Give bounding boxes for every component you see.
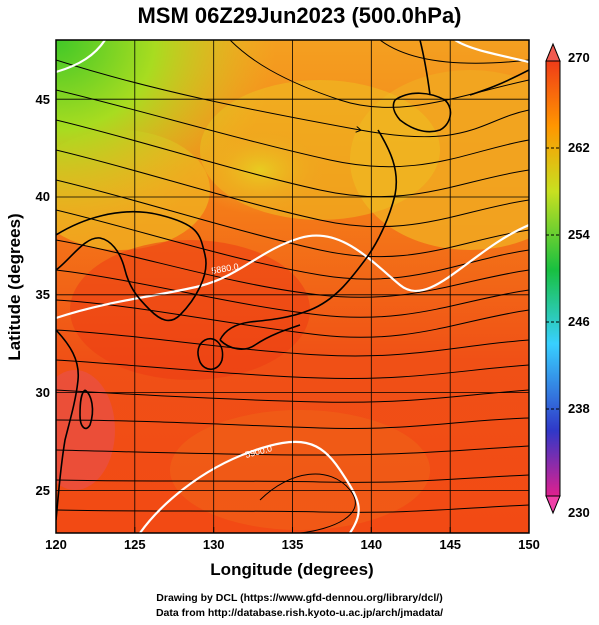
credit-line-data: Data from http://database.rish.kyoto-u.a…	[155, 607, 444, 619]
lat-lon-grid	[56, 40, 529, 533]
x-tick-label: 135	[282, 537, 304, 552]
x-tick-label: 130	[203, 537, 225, 552]
x-tick-label: 125	[124, 537, 146, 552]
colorbar-tick-label: 270	[568, 50, 590, 65]
colorbar-tick-label: 262	[568, 140, 590, 155]
x-tick-label: 150	[518, 537, 540, 552]
map-title: MSM 06Z29Jun2023 (500.0hPa)	[137, 3, 462, 28]
colorbar-gradient	[545, 60, 561, 497]
y-axis-label: Latitude (degrees)	[5, 213, 24, 360]
y-tick-label: 25	[36, 483, 50, 498]
colorbar-tick-label: 254	[568, 227, 590, 242]
colorbar-bottom-triangle	[545, 495, 561, 515]
colorbar-tick-label: 230	[568, 505, 590, 520]
contour-label-5880: 5880.0	[211, 261, 240, 276]
x-tick-marks	[55, 527, 530, 533]
y-tick-labels: 25 30 35 40 45	[36, 92, 50, 498]
x-axis-label: Longitude (degrees)	[210, 560, 373, 579]
colorbar-tick-label: 238	[568, 401, 590, 416]
colorbar: 270 262 254 246 238 230	[545, 42, 590, 520]
coastlines	[56, 40, 529, 521]
y-tick-label: 45	[36, 92, 50, 107]
temperature-field	[56, 40, 529, 533]
x-tick-label: 120	[45, 537, 67, 552]
credits: Drawing by DCL (https://www.gfd-dennou.o…	[0, 591, 599, 621]
x-tick-label: 140	[360, 537, 382, 552]
y-tick-label: 30	[36, 385, 50, 400]
x-tick-label: 145	[439, 537, 461, 552]
x-tick-labels: 120 125 130 135 140 145 150	[45, 537, 540, 552]
y-tick-label: 35	[36, 287, 50, 302]
y-tick-label: 40	[36, 189, 50, 204]
colorbar-tick-label: 246	[568, 314, 590, 329]
credit-line-dcl: Drawing by DCL (https://www.gfd-dennou.o…	[156, 592, 443, 604]
colorbar-top-triangle	[545, 42, 561, 62]
streamlines	[56, 40, 529, 533]
